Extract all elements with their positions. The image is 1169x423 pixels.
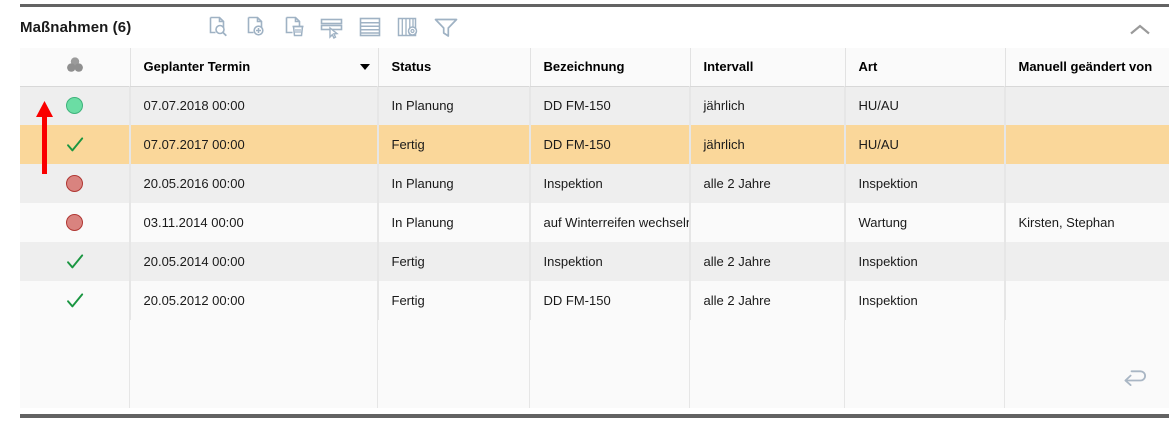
chevron-up-icon[interactable] <box>1125 17 1155 43</box>
document-search-icon[interactable] <box>204 13 232 41</box>
check-green-icon <box>66 253 84 271</box>
cell-manuell-geaendert-von <box>1005 125 1169 164</box>
check-green-icon <box>66 136 84 154</box>
cell-status: Fertig <box>378 281 531 320</box>
document-add-icon[interactable] <box>242 13 270 41</box>
column-header-status[interactable]: Status <box>378 48 531 87</box>
undo-return-arrow-icon[interactable] <box>1121 366 1151 390</box>
cell-status-icon <box>20 86 131 125</box>
cell-manuell-geaendert-von <box>1005 281 1169 320</box>
cell-bezeichnung: DD FM-150 <box>530 86 691 125</box>
cell-bezeichnung: Inspektion <box>530 242 691 281</box>
check-green-icon <box>66 292 84 310</box>
cell-status: Fertig <box>378 242 531 281</box>
filter-icon[interactable] <box>432 13 460 41</box>
table-row[interactable]: 07.07.2018 00:00 In Planung DD FM-150 jährl… <box>20 86 1169 125</box>
column-header-label: Intervall <box>703 59 754 75</box>
cell-intervall: jährlich <box>690 125 846 164</box>
cell-status-icon <box>20 281 131 320</box>
cell-status-icon <box>20 242 131 281</box>
cell-geplanter-termin: 07.07.2017 00:00 <box>130 125 379 164</box>
cell-status-icon <box>20 164 131 203</box>
cell-bezeichnung: Inspektion <box>530 164 691 203</box>
table-row[interactable]: 20.05.2016 00:00 In Planung Inspektion alle… <box>20 164 1169 203</box>
cell-bezeichnung: DD FM-150 <box>530 281 691 320</box>
circle-green-icon <box>66 97 84 115</box>
measures-table-container: Geplanter Termin Status Bezeichnung Inte… <box>20 48 1169 408</box>
cell-geplanter-termin: 20.05.2016 00:00 <box>130 164 379 203</box>
table-row[interactable]: 20.05.2012 00:00 Fertig DD FM-150 alle 2 Ja… <box>20 281 1169 320</box>
page-title: Maßnahmen (6) <box>20 18 132 36</box>
cell-manuell-geaendert-von <box>1005 86 1169 125</box>
column-header-intervall[interactable]: Intervall <box>690 48 846 87</box>
cell-geplanter-termin: 20.05.2014 00:00 <box>130 242 379 281</box>
panel-header: Maßnahmen (6) <box>0 7 1169 47</box>
table-header-row: Geplanter Termin Status Bezeichnung Inte… <box>20 48 1169 87</box>
trefoil-status-icon <box>66 57 84 77</box>
cell-bezeichnung: DD FM-150 <box>530 125 691 164</box>
column-header-label: Status <box>391 59 432 75</box>
column-header-geplanter-termin[interactable]: Geplanter Termin <box>130 48 379 87</box>
cell-manuell-geaendert-von <box>1005 242 1169 281</box>
cell-manuell-geaendert-von: Kirsten, Stephan <box>1005 203 1169 242</box>
cell-art: HU/AU <box>845 125 1006 164</box>
cell-art: Wartung <box>845 203 1006 242</box>
column-header-label: Art <box>858 59 878 75</box>
cell-geplanter-termin: 03.11.2014 00:00 <box>130 203 379 242</box>
cell-art: HU/AU <box>845 86 1006 125</box>
table-body: 07.07.2018 00:00 In Planung DD FM-150 jährl… <box>20 86 1169 320</box>
column-header-label: Bezeichnung <box>543 59 625 75</box>
cell-intervall: alle 2 Jahre <box>690 164 846 203</box>
cell-geplanter-termin: 20.05.2012 00:00 <box>130 281 379 320</box>
column-header-label: Manuell geändert von <box>1018 59 1153 75</box>
column-header-status-icon[interactable] <box>20 48 131 87</box>
document-delete-icon[interactable] <box>280 13 308 41</box>
column-header-art[interactable]: Art <box>845 48 1006 87</box>
circle-red-icon <box>66 214 84 232</box>
table-row[interactable]: 07.07.2017 00:00 Fertig DD FM-150 jährlich H… <box>20 125 1169 164</box>
cell-intervall <box>690 203 846 242</box>
cell-intervall: alle 2 Jahre <box>690 242 846 281</box>
cell-geplanter-termin: 07.07.2018 00:00 <box>130 86 379 125</box>
table-row[interactable]: 03.11.2014 00:00 In Planung auf Winterreif… <box>20 203 1169 242</box>
list-view-icon[interactable] <box>356 13 384 41</box>
column-header-manuell-geaendert-von[interactable]: Manuell geändert von <box>1005 48 1169 87</box>
cell-status: In Planung <box>378 164 531 203</box>
cell-manuell-geaendert-von <box>1005 164 1169 203</box>
table-row[interactable]: 20.05.2014 00:00 Fertig Inspektion alle 2 J… <box>20 242 1169 281</box>
select-rows-icon[interactable] <box>318 13 346 41</box>
cell-art: Inspektion <box>845 281 1006 320</box>
column-header-label: Geplanter Termin <box>143 59 251 75</box>
cell-bezeichnung: auf Winterreifen wechseln <box>530 203 691 242</box>
column-header-bezeichnung[interactable]: Bezeichnung <box>530 48 691 87</box>
cell-intervall: jährlich <box>690 86 846 125</box>
cell-status-icon <box>20 203 131 242</box>
toolbar <box>204 13 460 41</box>
sort-desc-icon[interactable] <box>359 63 370 70</box>
cell-status: In Planung <box>378 86 531 125</box>
cell-status: In Planung <box>378 203 531 242</box>
cell-status: Fertig <box>378 125 531 164</box>
panel-bottom-divider <box>20 414 1169 418</box>
cell-intervall: alle 2 Jahre <box>690 281 846 320</box>
measures-table: Geplanter Termin Status Bezeichnung Inte… <box>20 48 1169 320</box>
cell-art: Inspektion <box>845 164 1006 203</box>
cell-art: Inspektion <box>845 242 1006 281</box>
panel-top-divider <box>20 4 1169 7</box>
column-settings-icon[interactable] <box>394 13 422 41</box>
circle-red-icon <box>66 175 84 193</box>
cell-status-icon <box>20 125 131 164</box>
